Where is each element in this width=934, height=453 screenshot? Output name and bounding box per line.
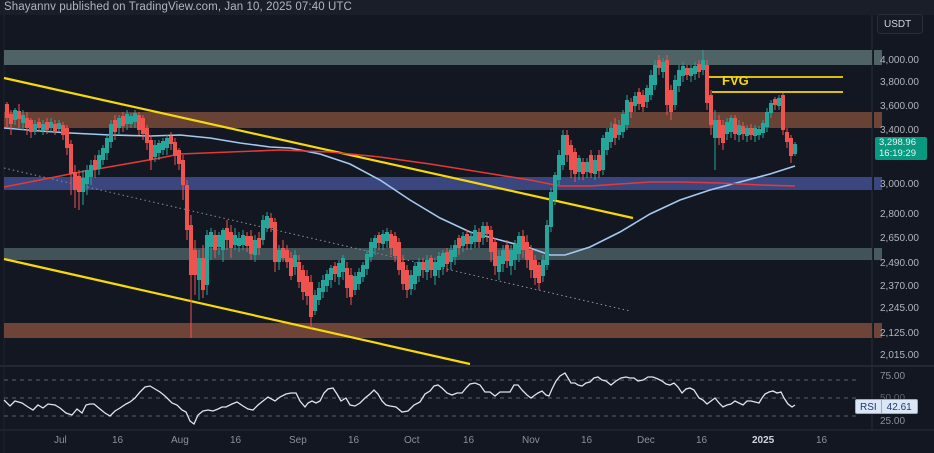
fvg-label: FVG bbox=[722, 73, 749, 88]
last-price-badge: 3,298.96 16:19:29 bbox=[875, 137, 927, 160]
price-tick: 2,490.00 bbox=[880, 258, 919, 269]
rsi-value-badge: RSI 42.61 bbox=[855, 399, 918, 414]
time-tick: 16 bbox=[112, 435, 124, 446]
publisher-text: Shayannv published on TradingView.com, J… bbox=[4, 1, 352, 13]
price-tick: 3,000.00 bbox=[880, 179, 919, 190]
price-tick: 2,245.00 bbox=[880, 303, 919, 314]
ma-red-line bbox=[3, 149, 796, 188]
time-tick: Sep bbox=[289, 435, 307, 446]
currency-button[interactable]: USDT bbox=[877, 14, 923, 34]
zone-2150 bbox=[4, 323, 872, 338]
price-tick: 2,800.00 bbox=[880, 209, 919, 220]
zone-3500 bbox=[4, 112, 872, 128]
ma-blue-line bbox=[3, 127, 796, 256]
time-tick: Jul bbox=[54, 435, 67, 446]
price-tick: 2,125.00 bbox=[880, 328, 919, 339]
rsi-tick: 50.00 bbox=[880, 393, 905, 404]
header-bar bbox=[0, 0, 934, 15]
rsi-line bbox=[3, 372, 796, 426]
bar-countdown: 16:19:29 bbox=[879, 148, 916, 159]
time-tick: 16 bbox=[230, 435, 242, 446]
price-tick: 3,400.00 bbox=[880, 125, 919, 136]
last-price: 3,298.96 bbox=[879, 137, 916, 148]
time-tick: Aug bbox=[171, 435, 189, 446]
time-tick: 16 bbox=[348, 435, 360, 446]
rsi-tick: 25.00 bbox=[880, 416, 906, 427]
time-tick: 16 bbox=[696, 435, 708, 446]
time-tick: Nov bbox=[522, 435, 540, 446]
lower-trendline bbox=[3, 257, 471, 366]
time-tick-year: 2025 bbox=[752, 435, 775, 446]
time-tick: Dec bbox=[637, 435, 655, 446]
upper-trendline bbox=[3, 76, 634, 220]
time-tick: 16 bbox=[581, 435, 593, 446]
price-tick: 3,800.00 bbox=[880, 77, 919, 88]
zone-3000 bbox=[4, 177, 872, 190]
rsi-tick: 75.00 bbox=[880, 371, 906, 382]
price-tick: 3,600.00 bbox=[880, 101, 919, 112]
time-tick: 16 bbox=[463, 435, 475, 446]
zone-2550 bbox=[4, 248, 872, 260]
time-tick: Oct bbox=[404, 435, 420, 446]
rsi-label: RSI bbox=[855, 399, 882, 414]
rsi-value: 42.61 bbox=[881, 399, 918, 414]
price-tick: 2,650.00 bbox=[880, 233, 919, 244]
price-tick: 4,000.00 bbox=[880, 55, 919, 66]
time-tick: 16 bbox=[816, 435, 828, 446]
price-tick: 2,015.00 bbox=[880, 350, 919, 361]
candlesticks bbox=[5, 50, 797, 338]
zone-4000 bbox=[4, 50, 872, 65]
price-tick: 2,370.00 bbox=[880, 281, 919, 292]
